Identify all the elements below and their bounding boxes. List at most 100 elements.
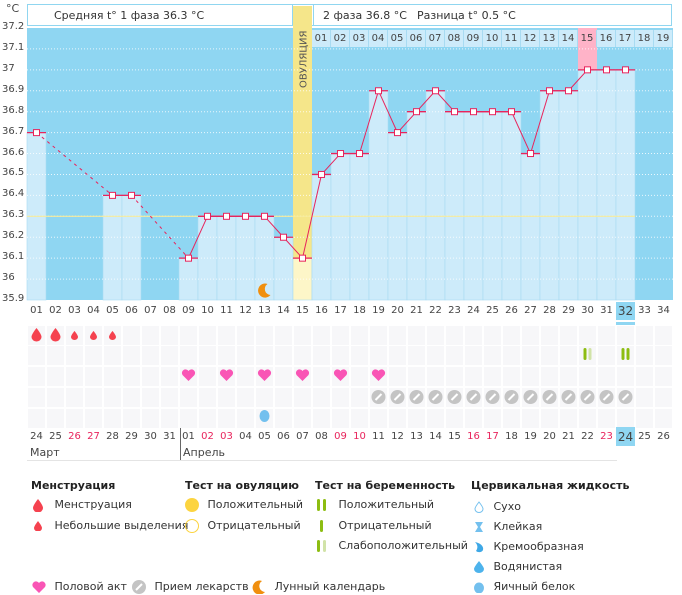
cycle-day-label[interactable]: 27: [524, 305, 537, 316]
temperature-point: [546, 87, 553, 95]
temperature-line: [378, 90, 398, 133]
phase2-day-label: 04: [369, 30, 388, 47]
cycle-day-label[interactable]: 30: [581, 305, 594, 316]
cycle-day-label[interactable]: 01: [30, 305, 43, 316]
calendar-date-label[interactable]: 10: [353, 431, 366, 442]
cycle-day-label[interactable]: 28: [543, 305, 556, 316]
cycle-day-label[interactable]: 10: [201, 305, 214, 316]
calendar-date-label[interactable]: 05: [258, 431, 271, 442]
calendar-date-label[interactable]: 12: [391, 431, 404, 442]
marker-cell: [503, 409, 520, 428]
cycle-day-label[interactable]: 16: [315, 305, 328, 316]
calendar-date-label[interactable]: 09: [334, 431, 347, 442]
marker-cell: [522, 409, 539, 428]
calendar-date-label[interactable]: 07: [296, 431, 309, 442]
cycle-day-label[interactable]: 32: [616, 302, 635, 320]
calendar-date-label[interactable]: 28: [106, 431, 119, 442]
cycle-day-label[interactable]: 19: [372, 305, 385, 316]
calendar-date-label[interactable]: 31: [163, 431, 176, 442]
cycle-day-label[interactable]: 14: [277, 305, 290, 316]
calendar-date-label[interactable]: 01: [182, 431, 195, 442]
calendar-date-label[interactable]: 24: [30, 431, 43, 442]
calendar-date-label[interactable]: 30: [144, 431, 157, 442]
calendar-date-label[interactable]: 04: [239, 431, 252, 442]
marker-cell: [313, 388, 330, 407]
cycle-day-label[interactable]: 29: [562, 305, 575, 316]
marker-cell: [180, 388, 197, 407]
calendar-date-label[interactable]: 16: [467, 431, 480, 442]
temperature-point: [356, 150, 363, 158]
calendar-date-label[interactable]: 20: [543, 431, 556, 442]
marker-cell: [47, 346, 64, 365]
marker-cell: [199, 409, 216, 428]
temperature-point: [413, 108, 420, 116]
calendar-date-label[interactable]: 06: [277, 431, 290, 442]
cycle-day-label[interactable]: 31: [600, 305, 613, 316]
legend-pregnancy-negative: Отрицательный: [317, 519, 432, 532]
marker-cell: [655, 409, 672, 428]
cycle-day-label[interactable]: 23: [448, 305, 461, 316]
calendar-date-label[interactable]: 19: [524, 431, 537, 442]
cycle-day-label[interactable]: 09: [182, 305, 195, 316]
calendar-date-label[interactable]: 02: [201, 431, 214, 442]
cycle-day-label[interactable]: 07: [144, 305, 157, 316]
cycle-day-label[interactable]: 34: [657, 305, 670, 316]
cycle-day-label[interactable]: 17: [334, 305, 347, 316]
calendar-date-label[interactable]: 14: [429, 431, 442, 442]
cycle-day-label[interactable]: 13: [258, 305, 271, 316]
marker-cell: [370, 346, 387, 365]
cycle-day-label[interactable]: 25: [486, 305, 499, 316]
marker-cell: [161, 367, 178, 386]
calendar-date-label[interactable]: 26: [68, 431, 81, 442]
cycle-day-label[interactable]: 05: [106, 305, 119, 316]
phase2-day-label: 08: [445, 30, 464, 47]
two-lines-icon: [317, 498, 329, 511]
calendar-date-label[interactable]: 22: [581, 431, 594, 442]
cycle-day-label[interactable]: 15: [296, 305, 309, 316]
marker-cell: [332, 346, 349, 365]
cycle-day-label[interactable]: 20: [391, 305, 404, 316]
cycle-day-label[interactable]: 03: [68, 305, 81, 316]
calendar-date-label[interactable]: 23: [600, 431, 613, 442]
cycle-day-label[interactable]: 22: [429, 305, 442, 316]
cycle-day-label[interactable]: 11: [220, 305, 233, 316]
cycle-day-label[interactable]: 21: [410, 305, 423, 316]
cycle-day-label[interactable]: 06: [125, 305, 138, 316]
marker-cell: [446, 326, 463, 345]
cycle-day-label[interactable]: 24: [467, 305, 480, 316]
moon-icon: [258, 283, 271, 298]
calendar-date-label[interactable]: 11: [372, 431, 385, 442]
calendar-date-label[interactable]: 21: [562, 431, 575, 442]
cycle-day-label[interactable]: 33: [638, 305, 651, 316]
calendar-date-label[interactable]: 08: [315, 431, 328, 442]
calendar-date-label[interactable]: 03: [220, 431, 233, 442]
marker-cell: [655, 388, 672, 407]
cycle-day-label[interactable]: 18: [353, 305, 366, 316]
marker-cell: [66, 346, 83, 365]
cycle-day-label[interactable]: 12: [239, 305, 252, 316]
bbt-chart[interactable]: ОВУЛЯЦИЯ: [0, 0, 682, 470]
calendar-date-label[interactable]: 18: [505, 431, 518, 442]
calendar-date-label[interactable]: 13: [410, 431, 423, 442]
calendar-date-label[interactable]: 24: [616, 428, 635, 446]
cycle-day-label[interactable]: 02: [49, 305, 62, 316]
calendar-date-label[interactable]: 27: [87, 431, 100, 442]
calendar-date-label[interactable]: 29: [125, 431, 138, 442]
legend-label: Прием лекарств: [154, 580, 249, 593]
pill-icon-stroke: [507, 393, 516, 401]
marker-cell: [408, 367, 425, 386]
cycle-day-label[interactable]: 04: [87, 305, 100, 316]
phase2-day-label: 15: [578, 30, 597, 47]
calendar-date-label[interactable]: 15: [448, 431, 461, 442]
calendar-date-label[interactable]: 25: [49, 431, 62, 442]
temperature-bar: [273, 236, 294, 301]
calendar-date-label[interactable]: 26: [657, 431, 670, 442]
calendar-date-label[interactable]: 17: [486, 431, 499, 442]
cycle-day-label[interactable]: 08: [163, 305, 176, 316]
egg-white-icon: [474, 582, 484, 594]
cycle-day-label[interactable]: 26: [505, 305, 518, 316]
marker-cell: [484, 367, 501, 386]
marker-cell: [85, 388, 102, 407]
calendar-date-label[interactable]: 25: [638, 431, 651, 442]
heart-icon: [181, 369, 196, 381]
